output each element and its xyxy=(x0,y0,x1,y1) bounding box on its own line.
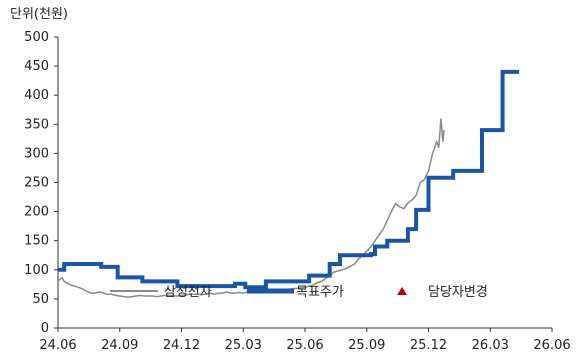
x-tick-label: 24.09 xyxy=(101,338,138,353)
x-tick-label: 25.03 xyxy=(225,338,262,353)
y-tick-label: 50 xyxy=(32,292,49,307)
y-tick-label: 100 xyxy=(24,263,49,278)
y-tick-label: 150 xyxy=(24,234,49,249)
y-tick-label: 0 xyxy=(41,321,49,336)
x-axis-ticks: 24.06 24.09 24.12 25.03 25.06 25.09 25.12 26.03… xyxy=(39,328,571,353)
legend: 삼성전자 목표주가 담당자변경 xyxy=(110,285,488,300)
series-target-price-line xyxy=(58,69,520,290)
y-tick-label: 300 xyxy=(24,146,49,161)
y-tick-label: 450 xyxy=(24,59,49,74)
y-tick-label: 350 xyxy=(24,117,49,132)
x-tick-label: 24.12 xyxy=(163,338,200,353)
x-tick-label: 25.09 xyxy=(348,338,385,353)
x-tick-label: 26.03 xyxy=(472,338,509,353)
y-tick-label: 400 xyxy=(24,88,49,103)
legend-marker-analyst-change-icon xyxy=(397,287,407,295)
y-tick-label: 200 xyxy=(24,205,49,220)
x-tick-label: 24.06 xyxy=(39,338,76,353)
plot-area xyxy=(57,69,520,298)
y-tick-label: 250 xyxy=(24,176,49,191)
unit-label: 단위(천원) xyxy=(10,7,68,22)
x-tick-label: 26.06 xyxy=(533,338,570,353)
series-stock-price-line xyxy=(57,118,445,298)
y-tick-label: 500 xyxy=(24,30,49,45)
x-tick-label: 25.12 xyxy=(410,338,447,353)
legend-label-analyst-change: 담당자변경 xyxy=(428,285,488,300)
x-tick-label: 25.06 xyxy=(286,338,323,353)
legend-label-stock-price: 삼성전자 xyxy=(164,285,212,300)
legend-label-target-price: 목표주가 xyxy=(296,285,344,300)
y-axis-ticks: 0 50 100 150 200 250 300 350 400 450 500 xyxy=(24,30,58,336)
